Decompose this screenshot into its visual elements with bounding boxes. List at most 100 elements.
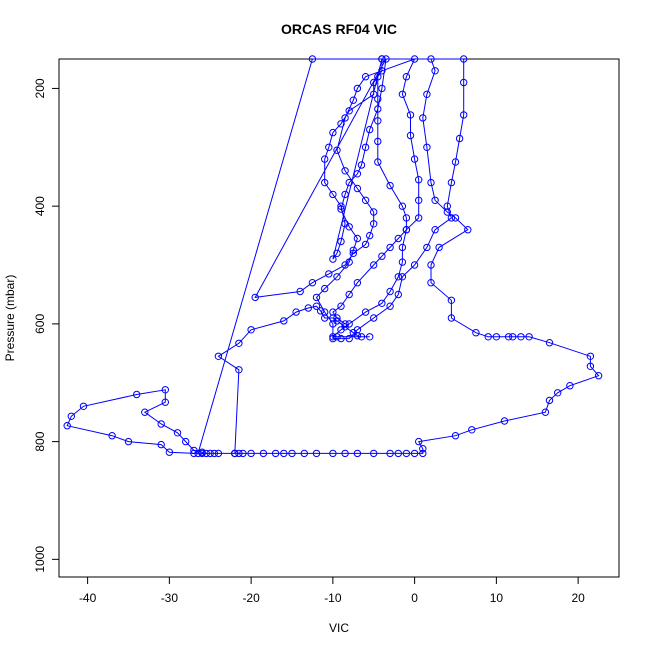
data-point — [443, 202, 451, 210]
data-point — [382, 55, 390, 63]
data-point — [415, 437, 423, 446]
data-point — [509, 333, 517, 341]
data-point — [333, 333, 341, 341]
y-tick-label: 1000 — [33, 546, 47, 573]
y-tick-label: 400 — [33, 196, 47, 216]
data-point — [410, 449, 419, 458]
data-point — [366, 125, 374, 134]
data-point — [357, 161, 366, 169]
data-point — [455, 134, 464, 143]
data-point — [415, 176, 423, 184]
data-point — [492, 333, 501, 341]
data-point — [361, 240, 370, 249]
data-point — [419, 449, 427, 458]
x-tick-label: 10 — [490, 591, 504, 605]
data-point — [415, 196, 423, 205]
data-point — [378, 299, 386, 307]
data-point — [451, 158, 460, 166]
data-point — [329, 255, 337, 263]
data-point — [447, 296, 456, 304]
data-point — [447, 314, 456, 322]
data-point — [586, 362, 595, 370]
data-point — [447, 178, 456, 187]
data-point — [464, 226, 472, 234]
data-point — [386, 243, 394, 252]
data-point — [353, 84, 362, 93]
data-point — [337, 120, 345, 128]
data-point — [357, 333, 366, 341]
data-point — [333, 146, 341, 154]
data-point — [460, 111, 468, 119]
data-point — [325, 143, 333, 152]
data-point — [398, 243, 407, 252]
data-point — [321, 314, 329, 322]
data-point — [554, 389, 562, 397]
data-point — [325, 270, 333, 278]
data-point — [443, 208, 451, 216]
x-tick-label: 20 — [571, 591, 585, 605]
data-point — [423, 243, 431, 252]
data-point — [259, 449, 268, 458]
data-point — [472, 329, 480, 337]
data-point — [247, 449, 255, 458]
data-point — [312, 293, 321, 302]
data-point — [410, 55, 419, 63]
x-tick-label: -30 — [161, 591, 179, 605]
data-point — [337, 237, 345, 246]
data-point — [370, 261, 378, 269]
data-point — [157, 440, 165, 449]
y-tick-label: 200 — [33, 78, 47, 98]
data-point — [321, 155, 329, 163]
data-point — [214, 449, 223, 458]
data-point — [349, 96, 357, 104]
data-point — [329, 190, 337, 199]
data-point — [361, 196, 370, 205]
data-point — [410, 261, 419, 269]
data-point — [206, 449, 214, 458]
data-point — [361, 308, 370, 316]
data-point — [341, 261, 349, 269]
data-point — [202, 449, 210, 458]
data-point — [460, 78, 468, 87]
data-point — [190, 446, 198, 455]
data-point — [329, 320, 337, 328]
data-point — [353, 184, 362, 193]
data-point — [133, 390, 141, 399]
data-point — [292, 308, 300, 316]
data-point — [427, 261, 435, 269]
data-point — [378, 55, 386, 63]
data-point — [345, 107, 353, 115]
data-point — [370, 90, 378, 99]
data-point — [431, 226, 439, 234]
data-point — [586, 352, 595, 360]
data-point — [161, 386, 170, 394]
data-point — [157, 420, 165, 428]
data-point — [431, 196, 439, 205]
data-point — [337, 205, 345, 213]
data-point — [398, 202, 407, 210]
data-point — [386, 181, 394, 190]
data-point — [402, 449, 411, 458]
data-point — [427, 178, 435, 187]
data-point — [67, 412, 76, 420]
data-point — [545, 396, 554, 405]
data-point — [308, 279, 317, 287]
data-point — [321, 178, 329, 187]
data-point — [333, 249, 341, 258]
data-point — [329, 449, 337, 458]
chart-title: ORCAS RF04 VIC — [281, 21, 397, 37]
x-tick-label: 0 — [411, 591, 418, 605]
data-point — [353, 449, 362, 458]
data-point — [484, 333, 492, 341]
data-point — [235, 366, 243, 374]
y-tick-label: 800 — [33, 431, 47, 451]
x-tick-label: -40 — [79, 591, 97, 605]
data-point — [378, 252, 386, 260]
x-tick-label: -10 — [324, 591, 342, 605]
data-point — [402, 73, 411, 81]
data-point — [337, 334, 345, 343]
data-point — [398, 273, 407, 281]
x-axis: -40 -30 -20 -10 0 10 20 — [79, 577, 585, 605]
data-point — [468, 426, 476, 434]
data-point — [541, 408, 550, 416]
